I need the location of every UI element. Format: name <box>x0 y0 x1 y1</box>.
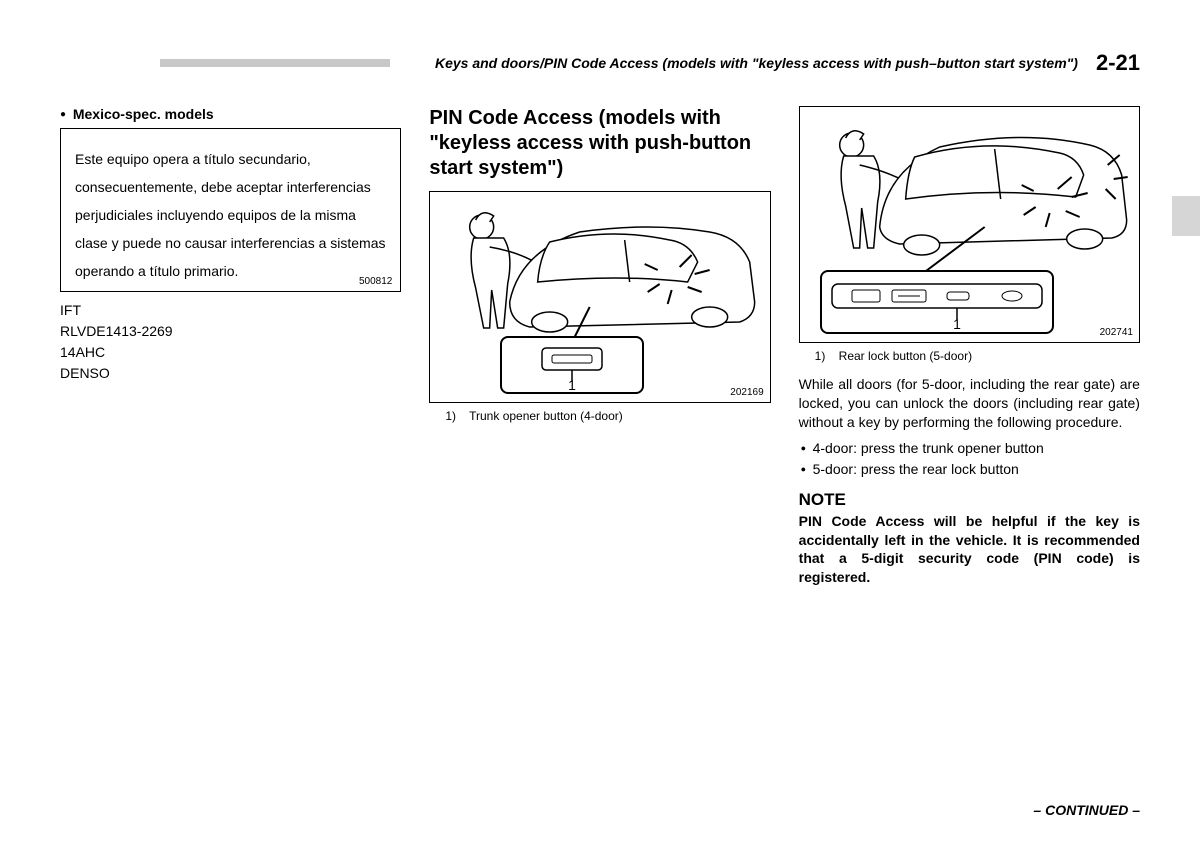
code-line: DENSO <box>60 363 401 384</box>
code-line: IFT <box>60 300 401 321</box>
figure-caption: 1) Rear lock button (5-door) <box>815 349 1140 363</box>
note-body: PIN Code Access will be helpful if the k… <box>799 512 1140 588</box>
manual-page: Keys and doors/PIN Code Access (models w… <box>0 0 1200 863</box>
header-breadcrumb: Keys and doors/PIN Code Access (models w… <box>402 55 1096 71</box>
figure-id: 202169 <box>730 387 763 398</box>
note-heading: NOTE <box>799 490 1140 510</box>
code-line: 14AHC <box>60 342 401 363</box>
section-title: PIN Code Access (models with "keyless ac… <box>429 106 770 181</box>
callout-rear-lock: 1 <box>820 270 1054 334</box>
callout-trunk-button: 1 <box>500 336 644 394</box>
mexico-subhead: Mexico-spec. models <box>60 106 401 122</box>
callout-number-1: 1 <box>953 316 961 332</box>
caption-text: Trunk opener button (4-door) <box>469 409 623 423</box>
continued-indicator: – CONTINUED – <box>1033 802 1140 818</box>
notice-id: 500812 <box>359 277 392 287</box>
section-tab <box>1172 196 1200 236</box>
callout-number-1: 1 <box>568 377 576 392</box>
bullet-5door: 5-door: press the rear lock button <box>801 459 1140 480</box>
code-line: RLVDE1413-2269 <box>60 321 401 342</box>
intro-paragraph: While all doors (for 5-door, including t… <box>799 375 1140 432</box>
bullet-4door: 4-door: press the trunk opener button <box>801 438 1140 459</box>
regulatory-notice-text: Este equipo opera a título secundario, c… <box>75 151 386 279</box>
page-number: 2-21 <box>1096 50 1140 76</box>
caption-text: Rear lock button (5-door) <box>839 349 972 363</box>
column-3: 1 202741 1) Rear lock button (5-door) Wh… <box>799 106 1140 587</box>
regulatory-notice-box: Este equipo opera a título secundario, c… <box>60 128 401 292</box>
figure-id: 202741 <box>1100 327 1133 338</box>
model-codes: IFT RLVDE1413-2269 14AHC DENSO <box>60 300 401 384</box>
figure-caption: 1) Trunk opener button (4-door) <box>445 409 770 423</box>
caption-num: 1) <box>445 409 456 423</box>
column-2: PIN Code Access (models with "keyless ac… <box>429 106 770 587</box>
figure-5door: 1 202741 <box>799 106 1140 343</box>
header-accent-bar <box>160 59 390 67</box>
page-header: Keys and doors/PIN Code Access (models w… <box>160 50 1140 76</box>
caption-num: 1) <box>815 349 826 363</box>
column-1: Mexico-spec. models Este equipo opera a … <box>60 106 401 587</box>
figure-4door: 1 202169 <box>429 191 770 403</box>
content-columns: Mexico-spec. models Este equipo opera a … <box>60 106 1140 587</box>
